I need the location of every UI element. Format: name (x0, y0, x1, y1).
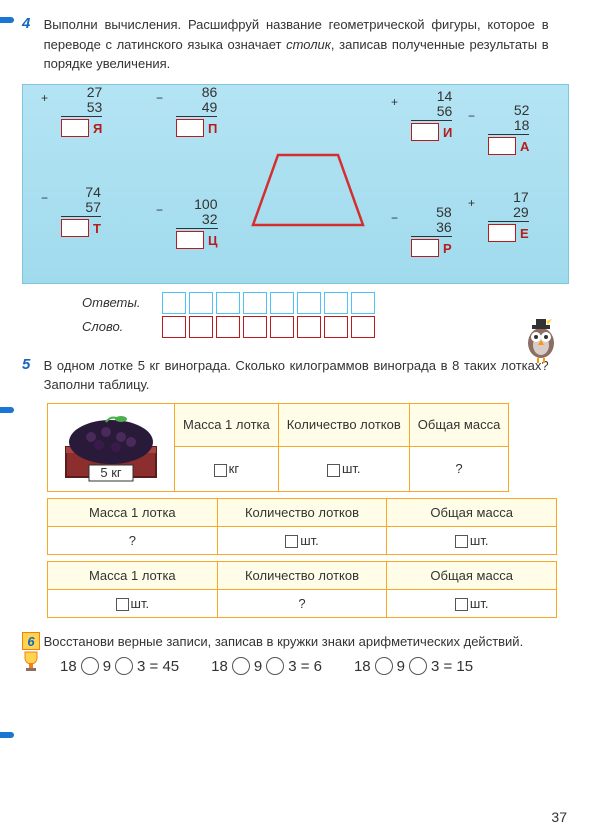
task-4: 4 Выполни вычисления. Расшифруй название… (22, 15, 569, 74)
letter-slot[interactable] (189, 316, 213, 338)
equations-row: 1893 = 45 1893 = 6 1893 = 15 (60, 657, 569, 675)
cell-count: ? (217, 589, 387, 617)
header-count: Количество лотков (278, 403, 409, 447)
operator-circle[interactable] (375, 657, 393, 675)
answer-box[interactable] (411, 123, 439, 141)
task-5: 5 В одном лотке 5 кг винограда. Сколько … (22, 356, 569, 618)
answer-box[interactable] (411, 239, 439, 257)
section-marker (0, 732, 14, 738)
header-total: Общая масса (387, 561, 557, 589)
word-boxes (162, 316, 375, 338)
letter-slot[interactable] (351, 316, 375, 338)
header-total: Общая масса (409, 403, 509, 447)
answer-box[interactable] (488, 137, 516, 155)
cell-mass[interactable]: шт. (48, 589, 218, 617)
trophy-icon (22, 650, 40, 672)
task-instruction: В одном лотке 5 кг винограда. Сколько ки… (44, 356, 549, 395)
letter-slot[interactable] (216, 316, 240, 338)
answer-box[interactable] (61, 219, 89, 237)
letter-slot[interactable] (324, 316, 348, 338)
operator-circle[interactable] (232, 657, 250, 675)
answer-slot[interactable] (189, 292, 213, 314)
equation: 1893 = 45 (60, 657, 179, 675)
cell-total[interactable]: шт. (387, 589, 557, 617)
cell-total: ? (409, 447, 509, 491)
answer-slot[interactable] (216, 292, 240, 314)
header-count: Количество лотков (217, 498, 387, 526)
header-mass: Масса 1 лотка (175, 403, 279, 447)
owl-icon (520, 315, 562, 363)
header-count: Количество лотков (217, 561, 387, 589)
header-mass: Масса 1 лотка (48, 561, 218, 589)
trophy-badge: 6 (22, 632, 40, 650)
calc-Я: + 27 53 Я (51, 85, 102, 138)
answer-box[interactable] (488, 224, 516, 242)
cell-mass: ? (48, 526, 218, 554)
answer-slot[interactable] (162, 292, 186, 314)
answer-box[interactable] (176, 119, 204, 137)
operator-circle[interactable] (81, 657, 99, 675)
answer-slot[interactable] (324, 292, 348, 314)
answer-slot[interactable] (270, 292, 294, 314)
calculations-panel: + 27 53 Я − 86 49 П + 14 56 И − 52 18 А … (22, 84, 569, 284)
grape-image-cell: 5 кг (48, 403, 175, 491)
word-row: Слово. (82, 316, 569, 338)
letter-slot[interactable] (270, 316, 294, 338)
letter-slot[interactable] (297, 316, 321, 338)
calc-И: + 14 56 И (401, 89, 452, 142)
answer-boxes (162, 292, 375, 314)
cell-total[interactable]: шт. (387, 526, 557, 554)
word-label: Слово. (82, 319, 152, 334)
cell-mass[interactable]: кг (175, 447, 279, 491)
task-instruction: Выполни вычисления. Расшифруй название г… (44, 15, 549, 74)
answer-box[interactable] (61, 119, 89, 137)
cell-count[interactable]: шт. (217, 526, 387, 554)
task-instruction: Восстанови верные записи, записав в круж… (44, 632, 544, 652)
calc-П: − 86 49 П (166, 85, 217, 138)
answer-box[interactable] (176, 231, 204, 249)
svg-text:5 кг: 5 кг (100, 465, 122, 480)
answers-row: Ответы. (82, 292, 569, 314)
table-1: 5 кг Масса 1 лотка Количество лотков Общ… (47, 403, 509, 492)
answer-slot[interactable] (297, 292, 321, 314)
calc-Ц: − 100 32 Ц (166, 197, 218, 250)
answers-label: Ответы. (82, 295, 152, 310)
table-3: Масса 1 лотка Количество лотков Общая ма… (47, 561, 557, 618)
header-total: Общая масса (387, 498, 557, 526)
trapezoid-shape (248, 150, 368, 230)
header-mass: Масса 1 лотка (48, 498, 218, 526)
task-number: 5 (22, 356, 40, 373)
task-number: 4 (22, 15, 40, 32)
section-marker (0, 407, 14, 413)
operator-circle[interactable] (409, 657, 427, 675)
calc-А: − 52 18 А (478, 103, 529, 156)
calc-Т: − 74 57 Т (51, 185, 101, 238)
calc-Р: − 58 36 Р (401, 205, 452, 258)
calc-Е: + 17 29 Е (478, 190, 529, 243)
answer-slot[interactable] (243, 292, 267, 314)
operator-circle[interactable] (266, 657, 284, 675)
equation: 1893 = 15 (354, 657, 473, 675)
table-2: Масса 1 лотка Количество лотков Общая ма… (47, 498, 557, 555)
page-number: 37 (551, 809, 567, 825)
task-6: 6 Восстанови верные записи, записав в кр… (22, 632, 569, 676)
cell-count[interactable]: шт. (278, 447, 409, 491)
letter-slot[interactable] (243, 316, 267, 338)
letter-slot[interactable] (162, 316, 186, 338)
equation: 1893 = 6 (211, 657, 322, 675)
answer-slot[interactable] (351, 292, 375, 314)
operator-circle[interactable] (115, 657, 133, 675)
section-marker (0, 17, 14, 23)
